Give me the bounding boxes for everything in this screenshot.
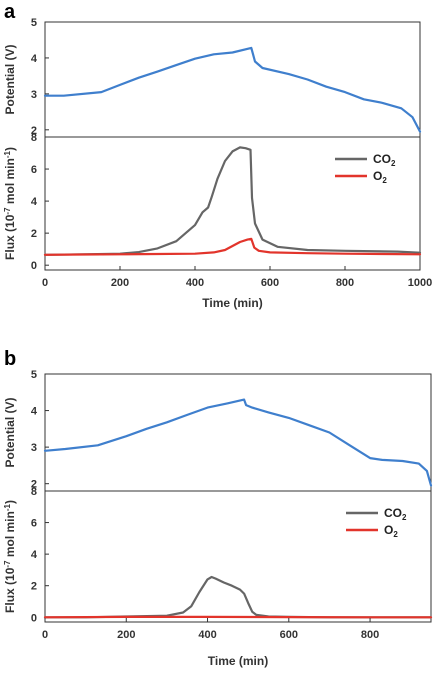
panel-a-xtick-label: 0 xyxy=(42,277,48,289)
panel-b-potential-ytick-label: 3 xyxy=(31,442,37,454)
panel-a-flux-legend-label-o2: O2 xyxy=(373,169,387,185)
panel-b-flux-ytick-label: 0 xyxy=(31,612,37,624)
legend-text-subscript: 2 xyxy=(391,159,396,168)
panel-a-xtick-label: 1000 xyxy=(408,277,432,289)
panel-b-flux-legend-label-co2: CO2 xyxy=(384,506,407,522)
panel-a-potential-plot: 2 3 4 5 Potential (V) xyxy=(3,17,422,138)
legend-text-subscript: 2 xyxy=(382,176,387,185)
panel-a-flux-ytick-label: 2 xyxy=(31,228,37,240)
panel-a-flux-series-o2-line xyxy=(43,237,422,256)
panel-b-flux-ylabel-part: mol min xyxy=(3,511,17,560)
panel-a: a 2 3 4 5 Potential (V) 0 2 4 6 8 Flux (10-7 mol mi… xyxy=(3,1,433,310)
panel-a-flux-frame xyxy=(44,136,421,271)
legend-text-main: O xyxy=(384,523,393,537)
panel-b-flux-legend-label-o2: O2 xyxy=(384,523,398,539)
panel-a-potential-series-potential-line xyxy=(43,46,422,133)
panel-b-xtick-label: 0 xyxy=(42,629,48,641)
panel-a-flux-ylabel-superscript: -1 xyxy=(3,150,12,158)
panel-b-potential-ytick-label: 2 xyxy=(31,479,37,491)
panel-b-flux-ytick-label: 6 xyxy=(31,518,37,530)
legend-text-main: O xyxy=(373,169,382,183)
panel-b: b 2 3 4 5 Potential (V) 0 2 4 6 8 Flux (10-7 mol mi… xyxy=(3,348,433,668)
panel-b-xtick-label: 800 xyxy=(361,629,379,641)
panel-b-potential-ytick-label: 4 xyxy=(31,406,38,418)
panel-a-flux-ytick-label: 0 xyxy=(31,260,37,272)
panel-a-xtick-label: 800 xyxy=(336,277,354,289)
panel-a-potential-ytick-label: 5 xyxy=(31,17,37,29)
legend-text-subscript: 2 xyxy=(402,513,407,522)
panel-b-xtick-label: 400 xyxy=(198,629,216,641)
panel-a-flux-ylabel-part: ) xyxy=(3,147,17,151)
panel-b-flux-ytick-label: 8 xyxy=(31,486,37,498)
panel-a-flux-series-co2-line xyxy=(43,146,422,256)
panel-a-potential-frame xyxy=(44,21,421,138)
panel-a-flux-ytick-label: 4 xyxy=(31,196,38,208)
panel-a-flux-ytick-label: 8 xyxy=(31,132,37,144)
panel-b-flux-ytick-label: 4 xyxy=(31,549,38,561)
panel-b-flux-ylabel-part: ) xyxy=(3,500,17,504)
panel-a-label: a xyxy=(4,1,16,23)
panel-a-xtick-label: 200 xyxy=(111,277,129,289)
panel-a-flux-legend-label-co2: CO2 xyxy=(373,152,396,168)
panel-a-xtick-label: 600 xyxy=(261,277,279,289)
panel-b-flux-ylabel-superscript: -7 xyxy=(3,560,12,568)
panel-a-potential-ytick-label: 3 xyxy=(31,89,37,101)
panel-b-potential-ylabel: Potential (V) xyxy=(3,397,17,467)
panel-b-xtick-label: 200 xyxy=(117,629,135,641)
panel-a-xlabel: Time (min) xyxy=(202,296,262,310)
panel-a-flux-ylabel-part: mol min xyxy=(3,158,17,207)
panel-a-xtick-label: 400 xyxy=(186,277,204,289)
panel-a-potential-ytick-label: 4 xyxy=(31,53,38,65)
panel-b-flux-ylabel: Flux (10-7 mol min-1) xyxy=(3,500,18,613)
panel-b-potential-ytick-label: 5 xyxy=(31,369,37,381)
panel-b-flux-series-co2-line xyxy=(43,575,433,619)
panel-a-potential-ylabel: Potential (V) xyxy=(3,44,17,114)
legend-text-main: CO xyxy=(373,152,391,166)
panel-b-label: b xyxy=(4,348,16,370)
panel-b-potential-plot: 2 3 4 5 Potential (V) xyxy=(3,369,433,492)
panel-a-flux-ylabel: Flux (10-7 mol min-1) xyxy=(3,147,18,260)
panel-a-flux-ylabel-superscript: -7 xyxy=(3,207,12,215)
panel-b-flux-frame xyxy=(44,490,432,623)
panel-a-potential-ytick-label: 2 xyxy=(31,125,37,137)
legend-text-main: CO xyxy=(384,506,402,520)
legend-text-subscript: 2 xyxy=(393,530,398,539)
panel-a-flux-ytick-label: 6 xyxy=(31,164,37,176)
panel-b-potential-series-potential-line xyxy=(43,398,433,487)
panel-b-flux-ytick-label: 2 xyxy=(31,581,37,593)
panel-a-flux-ylabel-part: Flux (10 xyxy=(3,214,17,260)
panel-b-flux-ylabel-superscript: -1 xyxy=(3,503,12,511)
panel-b-potential-frame xyxy=(44,373,432,492)
panel-b-xtick-label: 600 xyxy=(280,629,298,641)
panel-b-xlabel: Time (min) xyxy=(208,654,268,668)
panel-b-flux-ylabel-part: Flux (10 xyxy=(3,567,17,613)
